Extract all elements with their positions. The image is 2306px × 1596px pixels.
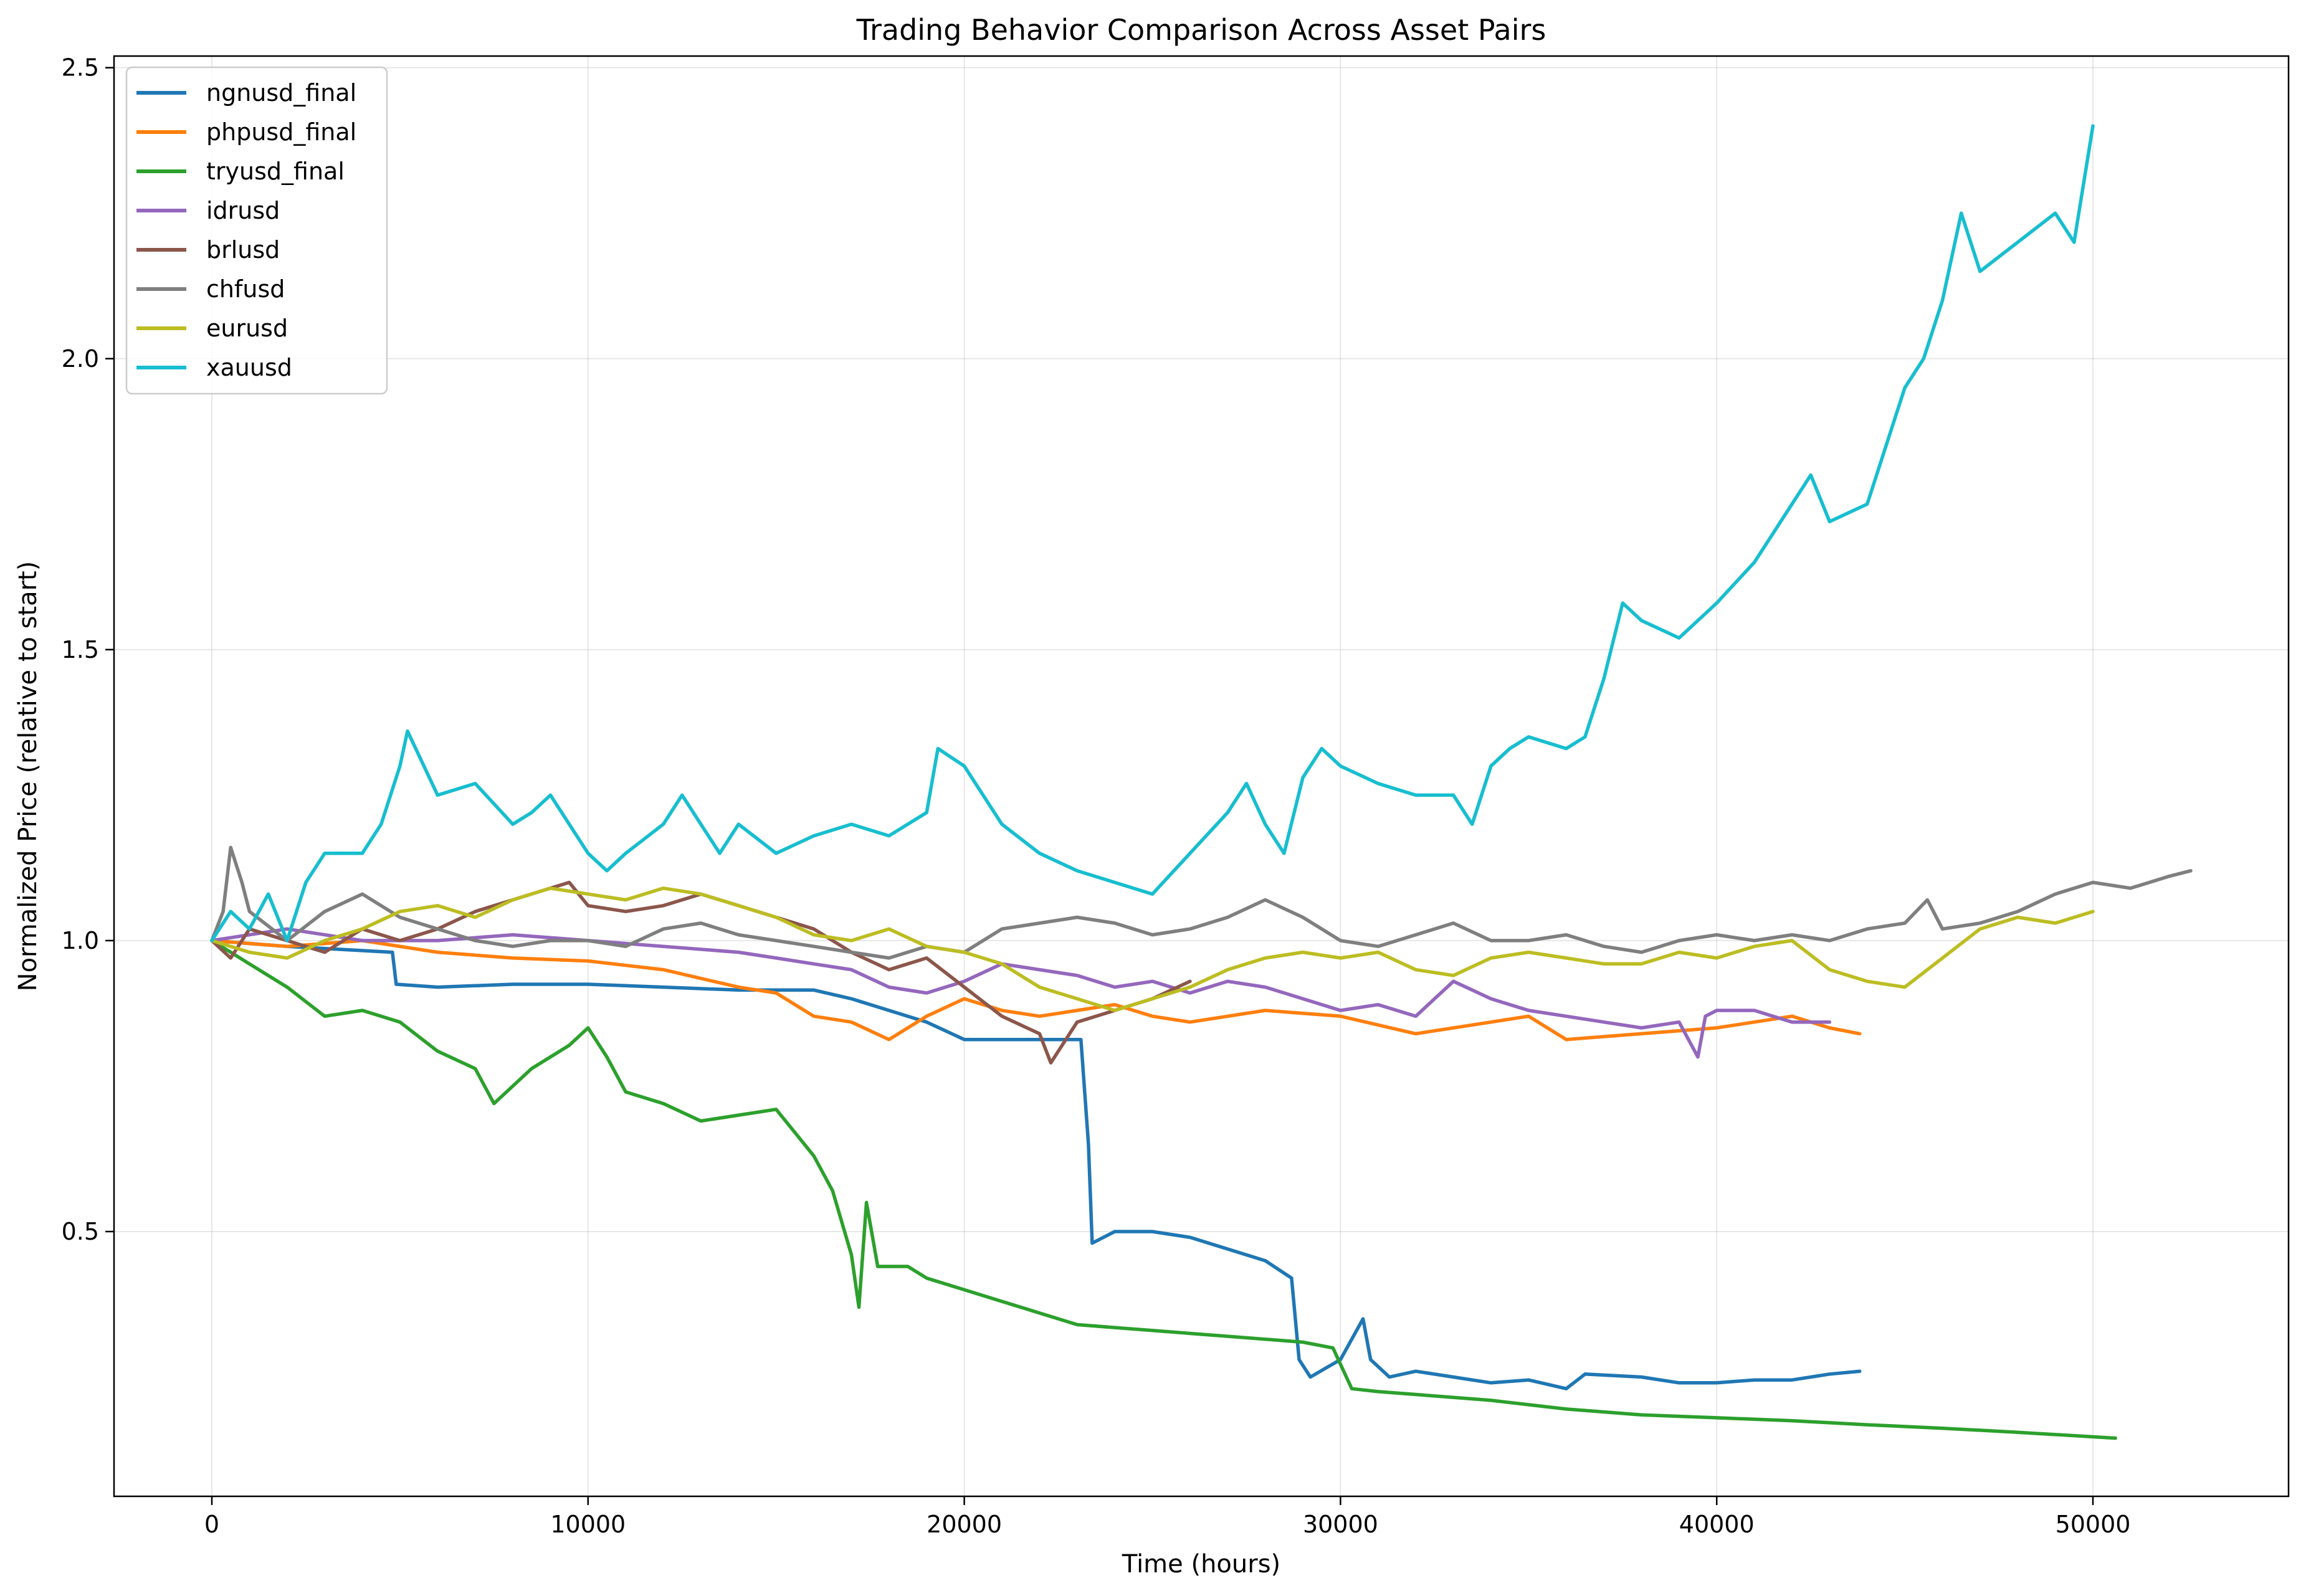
series-line-phpusd_final — [210, 939, 1862, 1042]
series-line-idrusd — [210, 927, 1832, 1059]
x-tick-label: 20000 — [927, 1511, 1002, 1538]
y-tick-label: 2.5 — [62, 54, 99, 82]
legend: ngnusd_final phpusd_final tryusd_finalidru… — [125, 66, 388, 395]
series-line-brlusd — [210, 880, 1192, 1065]
legend-label-brlusd: brlusd — [206, 236, 280, 264]
legend-label-tryusd_final: tryusd_final — [206, 158, 345, 185]
x-tick-label: 40000 — [1679, 1511, 1755, 1538]
legend-box — [125, 66, 388, 395]
x-tick-label: 10000 — [550, 1511, 626, 1538]
y-tick-label: 1.0 — [62, 927, 99, 954]
series-line-ngnusd_final — [210, 939, 1862, 1390]
axis-ticks: 0 10000 20000 30000 40000 50000 0.5 1.0 1.5 2.0 2.… — [62, 54, 2131, 1538]
plot-frame — [113, 55, 2290, 1498]
x-tick-label: 30000 — [1303, 1511, 1378, 1538]
legend-label-ngnusd_final: ngnusd_final — [206, 79, 356, 107]
plot-series — [210, 124, 2193, 1440]
y-axis-title: Normalized Price (relative to start) — [14, 561, 42, 992]
legend-label-chfusd: chfusd — [206, 275, 285, 303]
series-line-tryusd_final — [210, 939, 2117, 1440]
legend-label-eurusd: eurusd — [206, 315, 288, 342]
x-tick-label: 50000 — [2056, 1511, 2131, 1538]
legend-label-phpusd_final: phpusd_final — [206, 118, 356, 146]
series-line-xauusd — [210, 124, 2095, 943]
legend-label-idrusd: idrusd — [206, 197, 280, 224]
x-axis-title: Time (hours) — [1122, 1550, 1280, 1579]
x-tick-label: 0 — [204, 1511, 219, 1538]
y-tick-label: 0.5 — [62, 1218, 99, 1245]
series-line-eurusd — [210, 886, 2095, 1012]
series-line-chfusd — [210, 845, 2193, 960]
legend-label-xauusd: xauusd — [206, 354, 292, 381]
chart-title: Trading Behavior Comparison Across Asset… — [856, 13, 1546, 47]
y-tick-label: 1.5 — [62, 636, 99, 663]
y-tick-label: 2.0 — [62, 345, 99, 373]
